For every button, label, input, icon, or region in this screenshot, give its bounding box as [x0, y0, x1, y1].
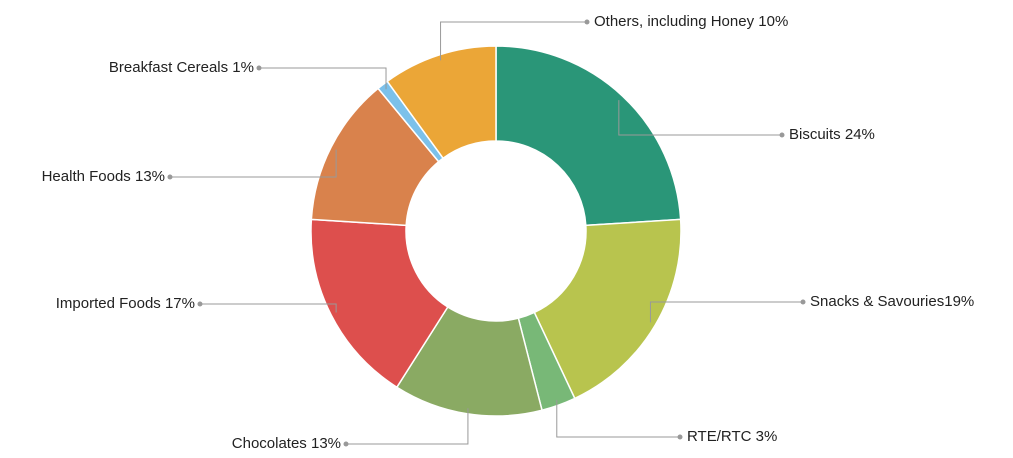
donut-slice — [386, 45, 497, 160]
donut-slice — [310, 218, 449, 389]
slice-label: Others, including Honey 10% — [594, 13, 788, 30]
leader-dot — [584, 19, 590, 25]
leader-dot — [800, 299, 806, 305]
leader-dot — [256, 65, 262, 71]
donut-slice — [533, 218, 682, 400]
leader-line — [440, 21, 587, 61]
leader-dot — [197, 301, 203, 307]
leader-dot — [779, 132, 785, 138]
leader-line — [346, 408, 469, 445]
leader-line — [259, 67, 387, 90]
slice-label: RTE/RTC 3% — [687, 428, 777, 445]
donut-slice — [495, 45, 682, 227]
leader-dot — [167, 174, 173, 180]
slice-label: Snacks & Savouries19% — [810, 293, 974, 310]
leader-line — [170, 149, 337, 178]
leader-line — [200, 303, 337, 313]
leader-line — [649, 301, 803, 323]
leader-line — [556, 399, 680, 438]
leader-line — [618, 100, 782, 136]
slice-label: Imported Foods 17% — [56, 295, 195, 312]
slice-label: Health Foods 13% — [42, 168, 165, 185]
leader-dot — [343, 441, 349, 447]
slice-label: Breakfast Cereals 1% — [109, 59, 254, 76]
leader-dot — [677, 434, 683, 440]
slice-label: Biscuits 24% — [789, 126, 875, 143]
slice-label: Chocolates 13% — [232, 435, 341, 452]
